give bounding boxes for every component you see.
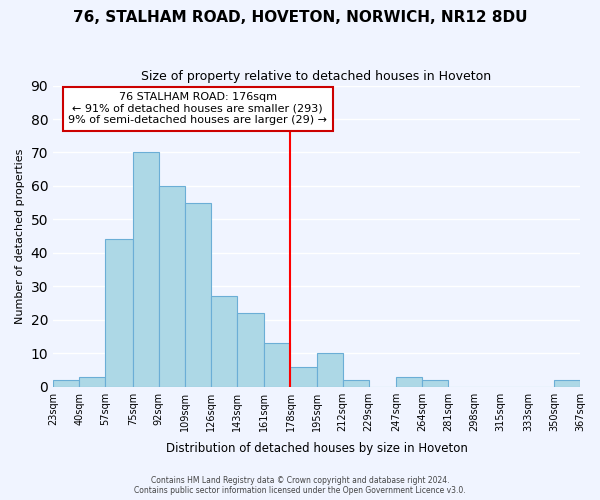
Bar: [265, 343, 290, 386]
Text: 76 STALHAM ROAD: 176sqm
← 91% of detached houses are smaller (293)
9% of semi-de: 76 STALHAM ROAD: 176sqm ← 91% of detache…: [68, 92, 328, 126]
Bar: [159, 186, 185, 386]
Bar: [105, 240, 133, 386]
Bar: [422, 380, 448, 386]
Bar: [290, 366, 317, 386]
Title: Size of property relative to detached houses in Hoveton: Size of property relative to detached ho…: [142, 70, 491, 83]
Bar: [343, 380, 368, 386]
Text: 76, STALHAM ROAD, HOVETON, NORWICH, NR12 8DU: 76, STALHAM ROAD, HOVETON, NORWICH, NR12…: [73, 10, 527, 25]
Bar: [396, 376, 422, 386]
Bar: [185, 202, 211, 386]
Bar: [211, 296, 237, 386]
X-axis label: Distribution of detached houses by size in Hoveton: Distribution of detached houses by size …: [166, 442, 467, 455]
Bar: [317, 353, 343, 386]
Y-axis label: Number of detached properties: Number of detached properties: [15, 148, 25, 324]
Bar: [133, 152, 159, 386]
Bar: [79, 376, 105, 386]
Bar: [53, 380, 79, 386]
Bar: [237, 313, 265, 386]
Bar: [554, 380, 580, 386]
Text: Contains HM Land Registry data © Crown copyright and database right 2024.
Contai: Contains HM Land Registry data © Crown c…: [134, 476, 466, 495]
